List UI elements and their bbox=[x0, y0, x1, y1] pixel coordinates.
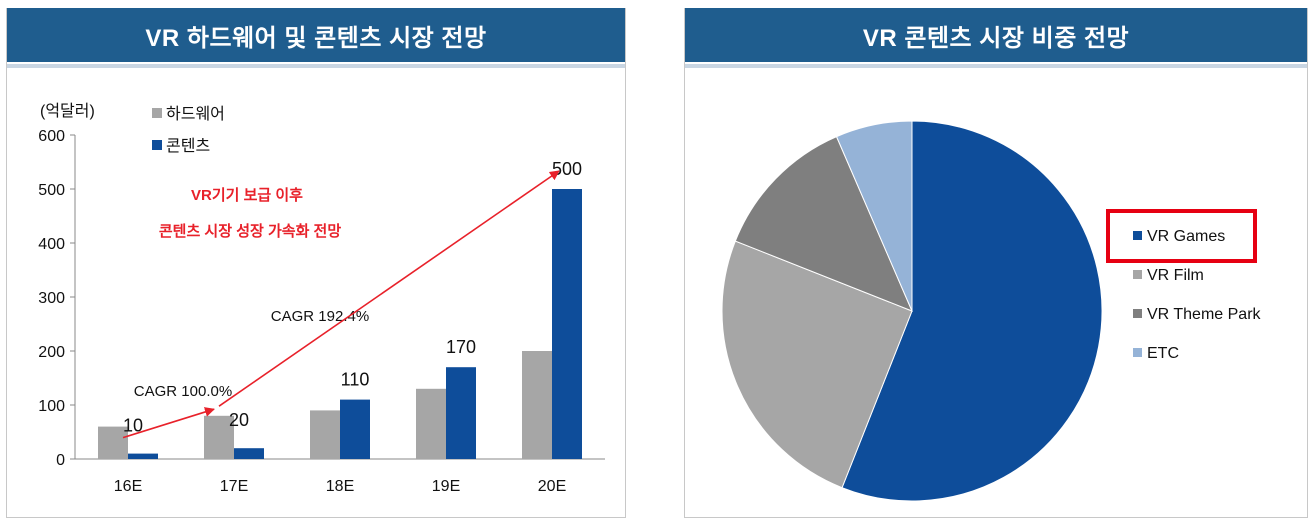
x-tick-label: 16E bbox=[114, 478, 142, 495]
x-tick-label: 17E bbox=[220, 478, 248, 495]
x-tick-label: 20E bbox=[538, 478, 566, 495]
y-tick-label: 100 bbox=[38, 398, 65, 415]
right-panel-title: VR 콘텐츠 시장 비중 전망 bbox=[685, 8, 1307, 68]
bar-hardware bbox=[204, 415, 234, 459]
y-tick-label: 500 bbox=[38, 182, 65, 199]
cagr-label-2: CAGR 192.4% bbox=[271, 308, 369, 325]
bar-content bbox=[234, 448, 264, 459]
y-tick-label: 200 bbox=[38, 344, 65, 361]
data-label: 110 bbox=[341, 370, 370, 390]
data-label: 10 bbox=[123, 416, 143, 436]
bar-content bbox=[128, 453, 158, 459]
legend-label: VR Games bbox=[1147, 228, 1225, 245]
annotation-line-2: 콘텐츠 시장 성장 가속화 전망 bbox=[159, 222, 341, 240]
legend-swatch bbox=[1133, 270, 1142, 279]
unit-label: (억달러) bbox=[40, 102, 95, 120]
legend-swatch bbox=[1133, 231, 1142, 240]
left-panel-title: VR 하드웨어 및 콘텐츠 시장 전망 bbox=[7, 8, 625, 68]
bar-content bbox=[552, 189, 582, 459]
annotation-line-1: VR기기 보급 이후 bbox=[191, 187, 303, 204]
legend-swatch bbox=[152, 108, 162, 118]
legend-label: 하드웨어 bbox=[166, 105, 225, 123]
x-tick-label: 18E bbox=[326, 478, 354, 495]
data-label: 170 bbox=[446, 337, 476, 357]
bar-hardware bbox=[416, 388, 446, 459]
cagr-arrow-2 bbox=[218, 170, 560, 407]
bar-hardware bbox=[98, 426, 128, 459]
y-tick-label: 400 bbox=[38, 236, 65, 253]
pie-slice-vr-theme-park bbox=[734, 135, 913, 312]
cagr-arrow-1 bbox=[122, 407, 215, 439]
legend-label: 콘텐츠 bbox=[166, 137, 210, 155]
bar-content bbox=[446, 367, 476, 459]
legend-label: VR Theme Park bbox=[1147, 306, 1262, 323]
cagr-label-1: CAGR 100.0% bbox=[134, 383, 232, 400]
bar-content bbox=[340, 399, 370, 459]
y-tick-label: 0 bbox=[56, 452, 65, 469]
x-tick-label: 19E bbox=[432, 478, 460, 495]
bar-hardware bbox=[522, 351, 552, 459]
y-tick-label: 600 bbox=[38, 128, 65, 145]
y-tick-label: 300 bbox=[38, 290, 65, 307]
pie-slice-etc bbox=[835, 120, 913, 312]
legend-swatch bbox=[1133, 309, 1142, 318]
legend-label: ETC bbox=[1147, 345, 1179, 362]
data-label: 20 bbox=[229, 410, 249, 430]
highlight-box bbox=[1106, 209, 1257, 263]
bar-hardware bbox=[310, 410, 340, 459]
legend-swatch bbox=[152, 140, 162, 150]
legend-label: VR Film bbox=[1147, 267, 1204, 284]
legend-swatch bbox=[1133, 348, 1142, 357]
pie-slice-vr-film bbox=[721, 240, 913, 489]
pie-slice-vr-games bbox=[841, 120, 1103, 502]
